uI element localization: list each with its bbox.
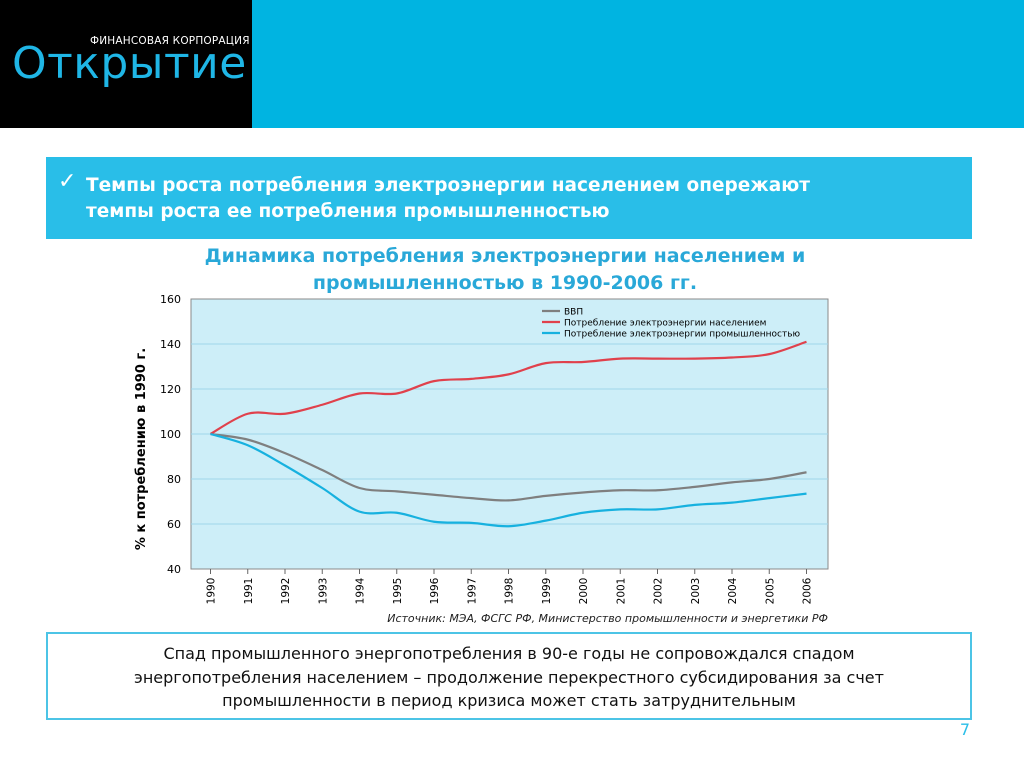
x-tick-label: 2000 [578,578,590,605]
headline-line-1: Темпы роста потребления электроэнергии н… [86,175,810,196]
y-tick-label: 60 [167,518,181,531]
x-tick-label: 2002 [653,578,665,605]
y-tick-label: 140 [160,338,181,351]
x-tick-label: 1999 [541,578,553,605]
header-band [252,0,1024,128]
x-tick-label: 2005 [764,578,776,605]
logo-subtitle: ФИНАНСОВАЯ КОРПОРАЦИЯ [90,35,250,47]
x-tick-label: 1992 [280,578,292,605]
y-tick-label: 80 [167,473,181,486]
x-tick-label: 1990 [206,578,218,605]
x-tick-label: 2003 [690,578,702,605]
headline-line-2: темпы роста ее потребления промышленност… [86,201,610,222]
x-tick-label: 1995 [392,578,404,605]
conclusion-line-3: промышленности в период кризиса может ст… [222,691,796,710]
chart-title: Динамика потребления электроэнергии насе… [130,243,880,297]
y-axis-label: % к потреблению в 1990 г. [134,348,149,550]
y-tick-label: 120 [160,383,181,396]
x-tick-label: 1994 [355,577,367,604]
conclusion-text: Спад промышленного энергопотребления в 9… [56,642,962,713]
y-tick-label: 40 [167,563,181,576]
logo-block: ФИНАНСОВАЯ КОРПОРАЦИЯ Открытие [0,0,252,128]
checkmark-icon: ✓ [58,169,77,194]
conclusion-box: Спад промышленного энергопотребления в 9… [46,632,972,720]
y-tick-label: 100 [160,428,181,441]
x-tick-label: 2004 [727,577,739,604]
series-line-1 [210,432,807,502]
logo-wordmark: Открытие [12,38,247,89]
x-tick-label: 1993 [317,578,329,605]
series-line-2 [209,340,807,435]
x-tick-label: 2001 [615,578,627,605]
source-note: Источник: МЭА, ФСГС РФ, Министерство про… [387,612,828,625]
x-tick-label: 2006 [802,577,814,604]
chart-title-line-1: Динамика потребления электроэнергии насе… [204,245,806,267]
legend-label-3: Потребление электроэнергии промышленност… [564,330,801,340]
legend-label-1: ВВП [564,308,583,318]
page-number: 7 [959,720,970,739]
legend-label-2: Потребление электроэнергии населением [564,319,766,329]
conclusion-line-2: энергопотребления населением – продолжен… [134,667,884,687]
headline: Темпы роста потребления электроэнергии н… [86,173,956,225]
conclusion-line-1: Спад промышленного энергопотребления в 9… [163,644,855,663]
x-tick-label: 1991 [243,578,255,605]
y-tick-label: 160 [160,293,181,306]
headline-box: ✓ Темпы роста потребления электроэнергии… [46,157,972,239]
series-line-3 [210,432,807,528]
x-tick-label: 1997 [466,578,478,605]
x-tick-label: 1996 [429,577,441,604]
x-tick-label: 1998 [504,578,516,605]
chart-title-line-2: промышленностью в 1990-2006 гг. [312,272,698,294]
